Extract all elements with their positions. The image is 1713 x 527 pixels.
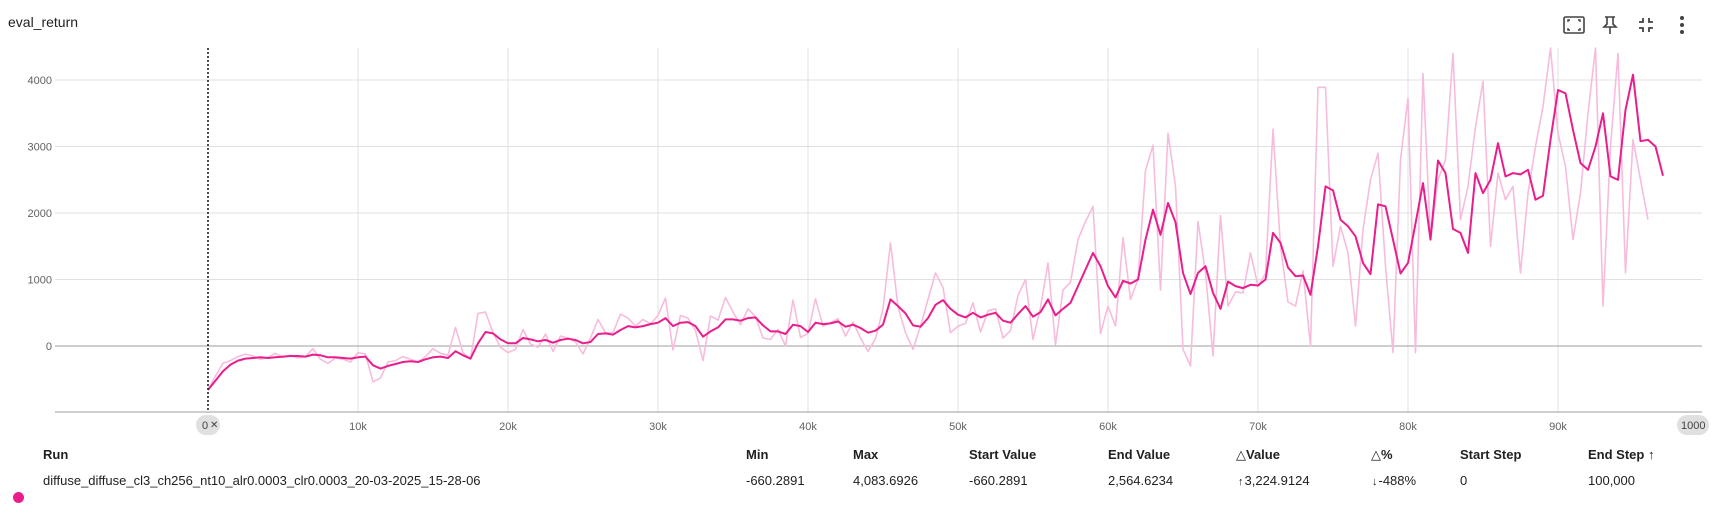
cell-delta-pct: ↓-488%	[1372, 473, 1416, 488]
x-tick-label: 80k	[1399, 421, 1417, 433]
cell-start-step: 0	[1460, 473, 1468, 488]
header-min[interactable]: Min	[746, 447, 769, 462]
header-delta-value-label: Value	[1246, 447, 1280, 462]
delta-triangle-icon: △	[1236, 447, 1246, 462]
chart-title: eval_return	[8, 14, 79, 30]
arrow-up-icon: ↑	[1238, 476, 1244, 488]
smoothed-series-line	[207, 73, 1664, 391]
x-tick-label: 20k	[499, 421, 517, 433]
cell-run: diffuse_diffuse_cl3_ch256_nt10_alr0.0003…	[43, 473, 481, 488]
x-tick-label: 90k	[1549, 421, 1567, 433]
cell-start-value: -660.2891	[969, 473, 1028, 488]
header-delta-pct-label: %	[1381, 447, 1393, 462]
cell-delta-value-text: 3,224.9124	[1244, 473, 1310, 488]
close-icon[interactable]: ✕	[210, 420, 218, 431]
header-delta-pct[interactable]: △%	[1371, 447, 1393, 463]
chart-toolbar	[1533, 10, 1713, 40]
header-max[interactable]: Max	[853, 447, 879, 462]
run-color-dot	[13, 492, 24, 503]
header-end-step[interactable]: End Step ↑	[1588, 447, 1654, 462]
x-tick-label: 60k	[1099, 421, 1117, 433]
header-run[interactable]: Run	[43, 447, 69, 462]
y-tick-label: 4000	[28, 75, 52, 87]
more-vert-icon[interactable]	[1669, 12, 1695, 38]
header-delta-value[interactable]: △Value	[1236, 447, 1280, 463]
cell-delta-value: ↑3,224.9124	[1238, 473, 1310, 488]
cell-end-value: 2,564.6234	[1108, 473, 1174, 488]
x-range-start-label: 0	[202, 420, 208, 432]
header-start-step[interactable]: Start Step	[1460, 447, 1522, 462]
y-tick-label: 0	[46, 341, 52, 353]
y-tick-label: 1000	[28, 275, 52, 287]
sort-arrow-up-icon: ↑	[1647, 447, 1655, 462]
header-end-step-label: End Step	[1588, 447, 1645, 462]
x-tick-label: 50k	[949, 421, 967, 433]
y-tick-label: 3000	[28, 142, 52, 154]
fit-domain-icon[interactable]	[1561, 12, 1587, 38]
x-tick-label: 10k	[349, 421, 367, 433]
x-tick-label: 30k	[649, 421, 667, 433]
pin-icon[interactable]	[1597, 12, 1623, 38]
collapse-icon[interactable]	[1633, 12, 1659, 38]
arrow-down-icon: ↓	[1372, 476, 1378, 488]
x-axis-ticks: 10k 20k 30k 40k 50k 60k 70k 80k 90k	[349, 421, 1567, 433]
cell-max: 4,083.6926	[853, 473, 919, 488]
delta-triangle-icon: △	[1371, 447, 1381, 462]
raw-series-line	[207, 47, 1649, 391]
x-tick-label: 70k	[1249, 421, 1267, 433]
header-end-value[interactable]: End Value	[1108, 447, 1171, 462]
cell-end-step: 100,000	[1588, 473, 1635, 488]
cell-min: -660.2891	[746, 473, 805, 488]
x-range-end-handle[interactable]: 1000	[1677, 415, 1709, 435]
line-chart[interactable]: 0 1000 2000 3000 4000 10k 20k 30k 40k 50k 60k 70k 8…	[0, 0, 1713, 440]
x-tick-label: 40k	[799, 421, 817, 433]
y-axis-ticks: 0 1000 2000 3000 4000	[28, 75, 52, 353]
y-tick-label: 2000	[28, 208, 52, 220]
runs-table: Run Min Max Start Value End Value △Value…	[0, 440, 1713, 527]
cell-delta-pct-text: -488%	[1378, 473, 1417, 488]
x-range-end-label: 1000	[1681, 420, 1705, 432]
x-range-start-handle[interactable]: 0 ✕	[196, 415, 220, 435]
header-start-value[interactable]: Start Value	[969, 447, 1037, 462]
